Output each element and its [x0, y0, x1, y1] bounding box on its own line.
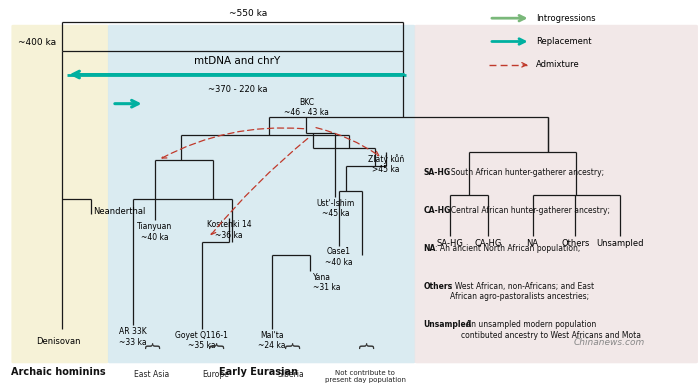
Text: Goyet Q116-1
~35 ka: Goyet Q116-1 ~35 ka: [175, 331, 228, 350]
Text: Others: Others: [561, 239, 589, 248]
Text: Admixture: Admixture: [536, 60, 580, 69]
Text: Zlatý kůň
>45 ka: Zlatý kůň >45 ka: [368, 154, 404, 174]
Text: NA: NA: [526, 239, 538, 248]
Text: Siberia: Siberia: [278, 370, 304, 379]
Text: Unsampled: Unsampled: [424, 320, 472, 329]
Text: Others: Others: [424, 282, 453, 291]
Text: ~400 ka: ~400 ka: [18, 38, 57, 47]
Text: Ust'-Ishim
~45 ka: Ust'-Ishim ~45 ka: [316, 199, 354, 218]
Text: : South African hunter-gatherer ancestry;: : South African hunter-gatherer ancestry…: [446, 168, 604, 177]
Text: Archaic hominins: Archaic hominins: [11, 367, 106, 377]
Text: : An unsampled modern population
contibuted ancestry to West Africans and Mota: : An unsampled modern population contibu…: [461, 320, 641, 340]
Text: Not contribute to
present day population: Not contribute to present day population: [325, 370, 405, 383]
Text: Tianyuan
~40 ka: Tianyuan ~40 ka: [137, 222, 172, 241]
Text: Early Eurasian: Early Eurasian: [218, 367, 298, 377]
Text: BKC
~46 - 43 ka: BKC ~46 - 43 ka: [284, 98, 329, 117]
Text: ~370 - 220 ka: ~370 - 220 ka: [208, 85, 267, 94]
Text: Neanderthal: Neanderthal: [92, 207, 145, 216]
Text: Europe: Europe: [202, 370, 229, 379]
Text: Introgressions: Introgressions: [536, 14, 596, 23]
Text: }: }: [284, 339, 299, 349]
Text: }: }: [208, 339, 223, 349]
Text: Mal'ta
~24 ka: Mal'ta ~24 ka: [258, 331, 286, 350]
Text: SA-HG: SA-HG: [436, 239, 463, 248]
Text: Kostenki 14
~36 ka: Kostenki 14 ~36 ka: [207, 220, 251, 240]
Text: Oase1
~40 ka: Oase1 ~40 ka: [325, 248, 353, 267]
Text: AR 33K
~33 ka: AR 33K ~33 ka: [119, 327, 146, 347]
Text: : An ancient North African population;: : An ancient North African population;: [435, 244, 580, 253]
Text: : West African, non-Africans; and East
African agro-pastoralists ancestries;: : West African, non-Africans; and East A…: [450, 282, 594, 301]
FancyBboxPatch shape: [414, 25, 698, 363]
Text: East Asia: East Asia: [134, 370, 169, 379]
Text: CA-HG: CA-HG: [474, 239, 501, 248]
Text: : Central African hunter-gatherer ancestry;: : Central African hunter-gatherer ancest…: [446, 206, 610, 215]
Text: Yana
~31 ka: Yana ~31 ka: [314, 273, 341, 292]
Text: CA-HG: CA-HG: [424, 206, 451, 215]
Text: SA-HG: SA-HG: [424, 168, 451, 177]
Text: NA: NA: [424, 244, 436, 253]
Text: Denisovan: Denisovan: [36, 337, 80, 346]
Text: Replacement: Replacement: [536, 37, 592, 46]
Text: Unsampled: Unsampled: [596, 239, 644, 248]
Text: ~550 ka: ~550 ka: [229, 9, 267, 18]
Text: }: }: [144, 339, 159, 349]
FancyBboxPatch shape: [11, 25, 109, 363]
Text: }: }: [358, 339, 372, 349]
Text: mtDNA and chrY: mtDNA and chrY: [195, 56, 281, 66]
Text: Chinanews.com: Chinanews.com: [574, 338, 645, 347]
FancyBboxPatch shape: [108, 25, 415, 363]
